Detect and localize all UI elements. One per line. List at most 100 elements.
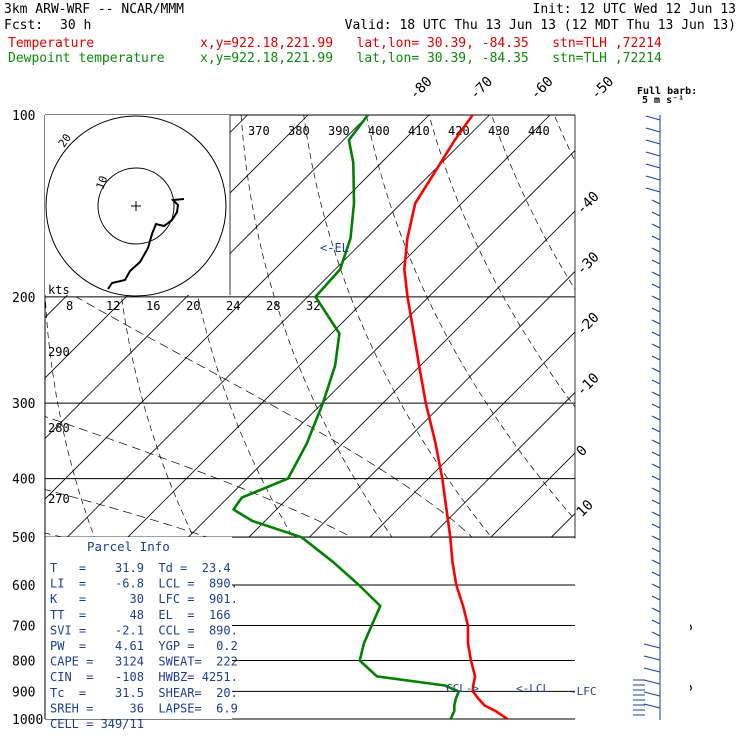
wind-barb: [643, 691, 661, 697]
wind-barb: [651, 211, 661, 217]
hodograph-speed-label: 8: [66, 299, 73, 313]
temperature-location: x,y=922.18,221.99 lat,lon= 30.39, -84.35…: [200, 36, 662, 51]
wind-barb: [651, 499, 661, 505]
parcel-info-row: LI = -6.8 LCL = 890.: [50, 577, 238, 591]
parcel-info-row: CAPE = 3124 SWEAT= 222: [50, 655, 238, 669]
wind-barb: [651, 439, 661, 445]
wind-barb: [651, 619, 661, 625]
wind-barb: [651, 427, 661, 433]
wind-barb: [651, 463, 661, 469]
pressure-tick-label: 200: [12, 291, 35, 306]
pressure-tick-label: 1000: [12, 713, 43, 728]
hodograph-ring: [97, 167, 175, 245]
wind-barb: [651, 475, 661, 481]
pressure-tick-label: 900: [12, 685, 35, 700]
wind-barb: [651, 631, 661, 637]
wind-barb: [651, 595, 661, 601]
wind-barb: [651, 487, 661, 493]
wind-barb: [651, 583, 661, 589]
wind-barb: [651, 535, 661, 541]
hodograph-speed-label: 28: [266, 299, 280, 313]
wind-barb: [651, 559, 661, 565]
theta-label: 280: [48, 421, 70, 435]
hodograph-units: kts: [48, 283, 70, 297]
valid-time: Valid: 18 UTC Thu 13 Jun 13 (12 MDT Thu …: [344, 18, 736, 33]
parcel-info-panel: Parcel Info T = 31.9 Td = 23.4 LI = -6.8 …: [44, 536, 690, 731]
wind-barb: [651, 523, 661, 529]
init-time: Init: 12 UTC Wed 12 Jun 13: [532, 2, 737, 17]
pressure-tick-label: 300: [12, 397, 35, 412]
isotherm-label: -60: [528, 74, 557, 103]
parcel-info-row: TT = 48 EL = 166: [50, 608, 231, 622]
theta-label: 270: [48, 492, 70, 506]
parcel-info-row: CIN = -108 HWBZ= 4251.: [50, 670, 238, 684]
wind-barb: [643, 643, 661, 649]
theta-label: 290: [48, 345, 70, 359]
thetae-label: 370: [248, 124, 270, 138]
wind-barb: [651, 331, 661, 337]
wind-barb: [645, 187, 661, 193]
hodograph-ring-label: 10: [94, 174, 111, 191]
wind-barb: [643, 655, 661, 661]
isotherm-line: [45, 115, 430, 500]
isotherm-label: -70: [467, 74, 496, 103]
wind-barbs: Full barb: 5 m s⁻¹: [633, 86, 697, 720]
wind-barb: [651, 571, 661, 577]
thetae-label: 410: [408, 124, 430, 138]
ccl-marker: CCL->: [446, 682, 479, 695]
wind-barb: [645, 127, 661, 133]
hodograph-speed-label: 32: [306, 299, 320, 313]
hodograph-speed-label: 16: [146, 299, 160, 313]
isotherm-label: 10: [574, 497, 597, 520]
wind-barb: [651, 343, 661, 349]
wind-barb: [645, 163, 661, 169]
thetae-label: 390: [328, 124, 350, 138]
wind-barb: [651, 259, 661, 265]
wind-barb: [651, 247, 661, 253]
parcel-info-row: SVI = -2.1 CCL = 890.: [50, 623, 238, 637]
pressure-tick-label: 600: [12, 579, 35, 594]
wind-barb: [651, 283, 661, 289]
el-marker: <-EL: [320, 241, 349, 255]
wind-barb: [643, 703, 661, 709]
wind-barb: [651, 511, 661, 517]
wind-barb: [651, 295, 661, 301]
hodograph-speed-label: 24: [226, 299, 240, 313]
forecast-hour: 30 h: [60, 18, 92, 33]
isotherm-label: -50: [588, 74, 617, 103]
thetae-label: 440: [528, 124, 550, 138]
lfc-marker: -LFC: [570, 685, 597, 698]
temperature-legend: Temperature: [8, 36, 95, 51]
parcel-info-row: PW = 4.61 YGP = 0.2: [50, 639, 238, 653]
isotherm-label: -20: [574, 310, 603, 339]
wind-barb: [651, 235, 661, 241]
level-markers: <-EL CCL-> <-LCL -LFC: [320, 241, 597, 698]
wind-barb: [651, 379, 661, 385]
parcel-info-row: K = 30 LFC = 901.: [50, 592, 238, 606]
isotherm-line: [45, 115, 369, 440]
temperature-trace: [402, 115, 509, 719]
wind-barb: [651, 367, 661, 373]
wind-barb: [643, 667, 661, 673]
hodograph-ring: [45, 115, 227, 297]
pressure-tick-label: 400: [12, 473, 35, 488]
dry-adiabat: [428, 115, 575, 408]
dewpoint-trace: [232, 115, 461, 719]
hodograph-ring-label: 20: [56, 131, 74, 149]
parcel-info-title: Parcel Info: [87, 539, 170, 554]
wind-barb: [645, 115, 661, 121]
wind-legend-title: Full barb:: [637, 86, 697, 97]
wind-barb: [645, 151, 661, 157]
isotherm-label: -40: [574, 189, 603, 218]
pressure-tick-label: 800: [12, 654, 35, 669]
wind-barb: [651, 223, 661, 229]
pressure-tick-label: 100: [12, 109, 35, 124]
dewpoint-location: x,y=922.18,221.99 lat,lon= 30.39, -84.35…: [200, 51, 662, 66]
wind-barb: [651, 451, 661, 457]
wind-barb: [651, 271, 661, 277]
isotherm-label: -10: [574, 370, 603, 399]
wind-barb: [651, 403, 661, 409]
wind-barb: [651, 547, 661, 553]
isotherm-line: [45, 115, 490, 561]
